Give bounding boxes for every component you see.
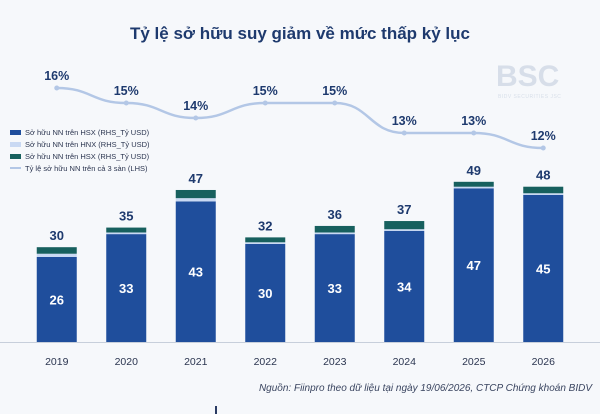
bar-upcom-2025 bbox=[453, 181, 494, 187]
x-tick-label-2019: 2019 bbox=[45, 356, 69, 368]
logo-subtitle: BIDV SECURITIES JSC bbox=[498, 94, 562, 100]
footer-mark bbox=[215, 406, 217, 414]
ownership-ratio-line bbox=[56, 86, 544, 150]
line-point-2023 bbox=[332, 100, 338, 106]
line-value-label-2020: 15% bbox=[114, 84, 139, 98]
bar-upcom-2024 bbox=[384, 221, 425, 230]
legend-label-line: Tỷ lệ sở hữu NN trên cả 3 sàn (LHS) bbox=[25, 163, 148, 173]
line-value-label-2024: 13% bbox=[392, 114, 417, 128]
bar-upcom-2020 bbox=[106, 227, 147, 233]
line-point-2019 bbox=[54, 85, 60, 91]
line-value-label-2022: 15% bbox=[253, 84, 278, 98]
legend-swatch-line bbox=[10, 167, 21, 169]
bar-hnx-2026 bbox=[523, 193, 564, 195]
x-tick-label-2021: 2021 bbox=[184, 356, 208, 368]
chart-title: Tỷ lệ sở hữu suy giảm về mức thấp kỷ lục bbox=[130, 24, 470, 43]
bar-hsx-2024 bbox=[384, 230, 425, 342]
x-tick-label-2024: 2024 bbox=[393, 356, 417, 368]
bar-total-label-2022: 32 bbox=[258, 218, 272, 233]
bar-hsx-2021 bbox=[175, 201, 216, 342]
bar-hnx-2020 bbox=[106, 232, 147, 235]
bar-value-label-2024: 34 bbox=[397, 279, 412, 294]
bar-upcom-2026 bbox=[523, 186, 564, 194]
bar-upcom-2023 bbox=[314, 225, 355, 233]
legend-swatch-upcom bbox=[10, 153, 21, 159]
line-value-label-2023: 15% bbox=[322, 84, 347, 98]
bar-value-label-2021: 43 bbox=[189, 265, 203, 280]
bar-hnx-2023 bbox=[314, 232, 355, 235]
bar-hnx-2021 bbox=[175, 198, 216, 202]
line-value-label-2019: 16% bbox=[44, 69, 69, 83]
bar-total-label-2021: 47 bbox=[189, 171, 203, 186]
legend-item-hsx: Sở hữu NN trên HSX (RHS_Tỷ USD) bbox=[10, 126, 150, 138]
bar-value-label-2023: 33 bbox=[328, 281, 342, 296]
legend-item-upcom: Sở hữu NN trên HSX (RHS_Tỷ USD) bbox=[10, 150, 150, 162]
bar-total-label-2024: 37 bbox=[397, 202, 411, 217]
logo-text: BSC bbox=[496, 60, 560, 93]
bar-total-label-2025: 49 bbox=[467, 163, 481, 178]
bar-upcom-2022 bbox=[245, 237, 286, 243]
legend: Sở hữu NN trên HSX (RHS_Tỷ USD) Sở hữu N… bbox=[10, 126, 150, 174]
bar-value-label-2026: 45 bbox=[536, 261, 550, 276]
bar-total-label-2023: 36 bbox=[328, 207, 342, 222]
bar-hsx-2022 bbox=[245, 243, 286, 342]
bar-hsx-2025 bbox=[453, 188, 494, 342]
line-value-label-2021: 14% bbox=[183, 99, 208, 113]
legend-item-line: Tỷ lệ sở hữu NN trên cả 3 sàn (LHS) bbox=[10, 162, 150, 174]
bar-upcom-2021 bbox=[175, 189, 216, 199]
bar-hnx-2022 bbox=[245, 242, 286, 244]
bar-value-label-2025: 47 bbox=[467, 258, 481, 273]
bar-upcom-2019 bbox=[36, 247, 77, 254]
bar-hsx-2026 bbox=[523, 194, 564, 342]
legend-swatch-hnx bbox=[10, 141, 21, 147]
bar-value-label-2019: 26 bbox=[50, 293, 64, 308]
line-point-2025 bbox=[471, 130, 477, 136]
line-point-2020 bbox=[123, 100, 129, 106]
line-point-2022 bbox=[262, 100, 268, 106]
x-tick-label-2025: 2025 bbox=[462, 356, 486, 368]
bar-hsx-2019 bbox=[36, 257, 77, 342]
x-tick-label-2020: 2020 bbox=[115, 356, 139, 368]
x-tick-label-2023: 2023 bbox=[323, 356, 347, 368]
line-point-2024 bbox=[401, 130, 407, 136]
legend-swatch-hsx bbox=[10, 129, 21, 135]
bar-total-label-2020: 35 bbox=[119, 209, 133, 224]
x-tick-label-2022: 2022 bbox=[254, 356, 278, 368]
legend-label-hnx: Sở hữu NN trên HNX (RHS_Tỷ USD) bbox=[25, 139, 150, 149]
line-value-label-2025: 13% bbox=[461, 114, 486, 128]
legend-label-hsx: Sở hữu NN trên HSX (RHS_Tỷ USD) bbox=[25, 127, 150, 137]
x-tick-label-2026: 2026 bbox=[532, 356, 556, 368]
legend-item-hnx: Sở hữu NN trên HNX (RHS_Tỷ USD) bbox=[10, 138, 150, 150]
bar-total-label-2026: 48 bbox=[536, 168, 550, 183]
line-value-label-2026: 12% bbox=[531, 129, 556, 143]
legend-label-upcom: Sở hữu NN trên HSX (RHS_Tỷ USD) bbox=[25, 151, 150, 161]
bar-hnx-2019 bbox=[36, 253, 77, 257]
bar-total-label-2019: 30 bbox=[50, 228, 64, 243]
source-note: Nguồn: Fiinpro theo dữ liệu tại ngày 19/… bbox=[258, 383, 592, 394]
bar-hsx-2020 bbox=[106, 234, 147, 342]
line-point-2026 bbox=[540, 145, 546, 151]
bar-hsx-2023 bbox=[314, 234, 355, 342]
bar-value-label-2020: 33 bbox=[119, 281, 133, 296]
bar-hnx-2024 bbox=[384, 229, 425, 231]
line-point-2021 bbox=[193, 115, 199, 121]
bsc-logo: BSC BIDV SECURITIES JSC bbox=[496, 60, 592, 106]
bar-value-label-2022: 30 bbox=[258, 286, 272, 301]
bar-hnx-2025 bbox=[453, 186, 494, 189]
